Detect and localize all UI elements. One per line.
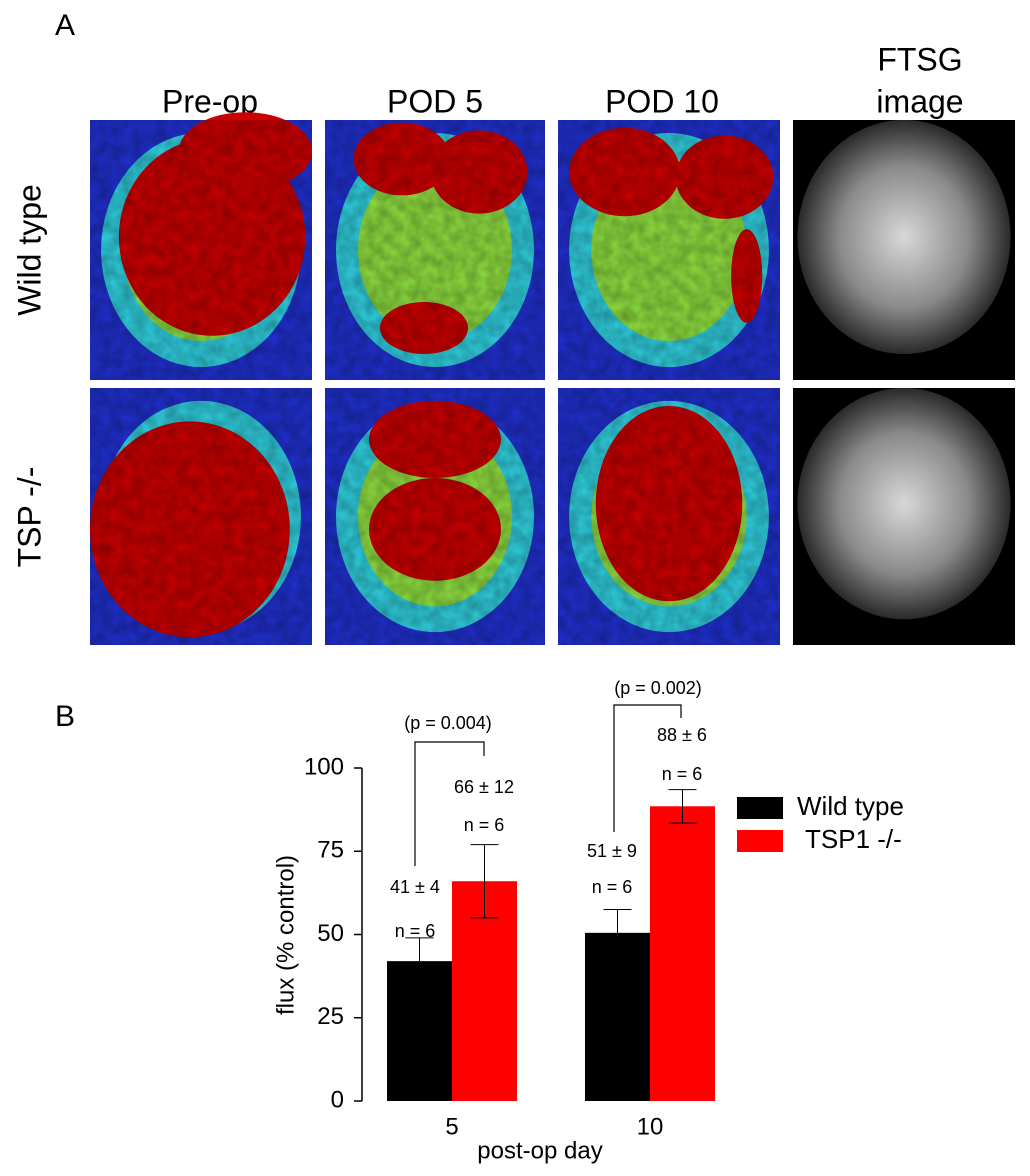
significance-bracket: [414, 741, 485, 866]
annotation: n = 6: [395, 921, 436, 941]
column-header: POD 5: [387, 83, 483, 119]
annotation: 66 ± 12: [454, 777, 514, 797]
row-label: Wild type: [11, 184, 47, 316]
error-bar: [470, 844, 499, 919]
panel-label: B: [55, 700, 75, 733]
annotation: (p = 0.004): [404, 713, 492, 733]
annotation: n = 6: [464, 815, 505, 835]
y-tick-label: 75: [317, 837, 344, 864]
column-header: POD 10: [605, 83, 719, 119]
legend-label: TSP1 -/-: [805, 824, 902, 854]
image-grid: [89, 112, 1015, 645]
error-bar: [405, 937, 434, 985]
error-bar: [603, 909, 632, 957]
column-header: FTSG: [877, 41, 962, 77]
legend-label: Wild type: [797, 791, 904, 821]
bar: [585, 932, 650, 1101]
x-tick-label: 5: [445, 1113, 458, 1140]
y-tick-label: 25: [317, 1003, 344, 1030]
flux-map-texture: [558, 388, 780, 645]
photo-tissue: [797, 388, 1011, 620]
y-tick-label: 50: [317, 920, 344, 947]
annotation: n = 6: [662, 764, 703, 784]
annotation: (p = 0.002): [614, 678, 702, 698]
panel-label: A: [55, 9, 75, 42]
annotation: 88 ± 6: [657, 725, 707, 745]
column-header: image: [876, 83, 963, 119]
flux-map-texture: [90, 388, 312, 645]
y-tick-label: 100: [304, 753, 344, 780]
significance-bracket: [613, 704, 682, 832]
x-axis-label: post-op day: [477, 1137, 602, 1164]
flux-map-texture: [325, 388, 545, 645]
annotation: n = 6: [592, 877, 633, 897]
error-bar: [668, 789, 697, 824]
bar: [650, 806, 715, 1101]
annotation: 51 ± 9: [587, 841, 637, 861]
flux-map-texture: [325, 120, 545, 380]
legend-swatch: [737, 797, 783, 819]
row-label: TSP -/-: [11, 467, 47, 568]
photo-tissue: [797, 120, 1011, 354]
legend-swatch: [737, 830, 783, 852]
annotation: 41 ± 4: [390, 877, 440, 897]
x-tick-label: 10: [637, 1113, 664, 1140]
y-axis-label: flux (% control): [272, 855, 299, 1015]
y-tick-label: 0: [331, 1086, 344, 1113]
flux-map-texture: [90, 120, 312, 380]
flux-map-texture: [558, 120, 780, 380]
